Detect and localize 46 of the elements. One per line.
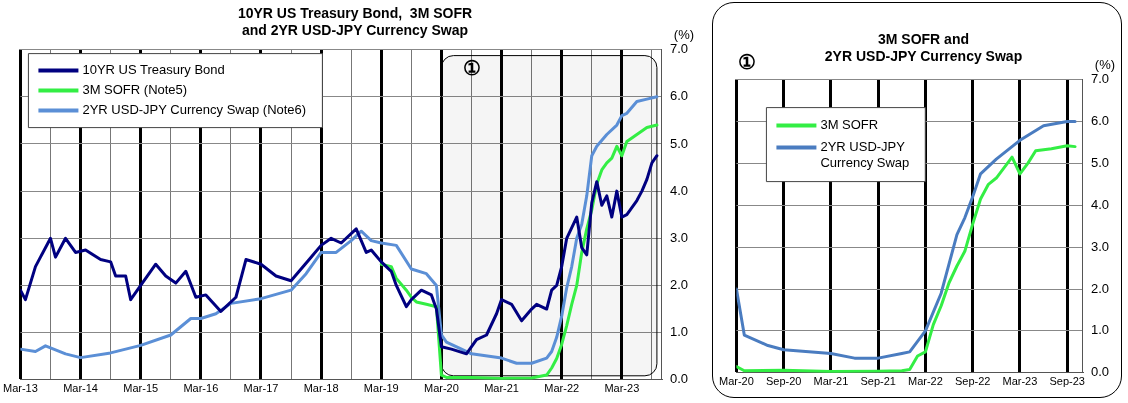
x-tick-label: Mar-20 bbox=[423, 382, 459, 395]
chart-title: 3M SOFR and 2YR USD-JPY Currency Swap bbox=[824, 31, 1023, 65]
y-tick-label: 1.0 bbox=[669, 324, 689, 340]
x-tick-label: Mar-16 bbox=[183, 382, 219, 395]
x-tick-label: Mar-14 bbox=[63, 382, 98, 395]
x-tick-label: Mar-22 bbox=[908, 375, 943, 388]
y-tick-label: 1.0 bbox=[1090, 322, 1110, 338]
x-tick-label: Mar-13 bbox=[3, 382, 38, 395]
legend-label: 2YR USD-JPY Currency Swap (Note6) bbox=[82, 102, 307, 118]
y-tick-label: 2.0 bbox=[1090, 280, 1110, 296]
y-axis-title: (%) bbox=[673, 26, 695, 42]
x-tick-label: Mar-15 bbox=[123, 382, 159, 395]
y-tick-label: 5.0 bbox=[1090, 154, 1110, 170]
x-tick-label: Mar-21 bbox=[813, 375, 849, 388]
chart-title: 10YR US Treasury Bond, 3M SOFR and 2YR USD-JPY Currency Swap bbox=[237, 5, 473, 39]
y-tick-label: 5.0 bbox=[669, 135, 689, 151]
y-tick-label: 4.0 bbox=[669, 182, 689, 198]
x-tick-label: Mar-17 bbox=[243, 382, 279, 395]
y-tick-label: 7.0 bbox=[669, 41, 689, 57]
legend-label: 2YR USD-JPY Currency Swap bbox=[820, 139, 910, 171]
x-tick-label: Sep-21 bbox=[860, 375, 896, 388]
y-tick-label: 3.0 bbox=[1090, 238, 1110, 254]
x-tick-label: Sep-20 bbox=[765, 375, 802, 388]
y-tick-label: 4.0 bbox=[1090, 196, 1110, 212]
x-tick-label: Mar-20 bbox=[719, 375, 754, 388]
y-tick-label: 7.0 bbox=[1090, 71, 1110, 87]
y-tick-label: 0.0 bbox=[1090, 364, 1110, 380]
x-tick-label: Mar-23 bbox=[1002, 375, 1038, 388]
x-tick-label: Mar-22 bbox=[544, 382, 580, 395]
y-tick-label: 0.0 bbox=[669, 371, 689, 387]
x-tick-label: Sep-23 bbox=[1049, 375, 1085, 388]
y-tick-label: 6.0 bbox=[669, 88, 689, 104]
y-axis-title: (%) bbox=[1094, 56, 1116, 72]
text: ① bbox=[738, 51, 757, 74]
legend-label: 3M SOFR (Note5) bbox=[82, 82, 188, 98]
x-tick-label: Mar-23 bbox=[604, 382, 640, 395]
legend-label: 10YR US Treasury Bond bbox=[82, 62, 225, 78]
band-label: ① bbox=[463, 57, 482, 80]
legend-label: 3M SOFR bbox=[820, 117, 879, 133]
y-tick-label: 3.0 bbox=[669, 229, 689, 245]
x-tick-label: Mar-21 bbox=[484, 382, 519, 395]
y-tick-label: 2.0 bbox=[669, 277, 689, 293]
x-tick-label: Sep-22 bbox=[954, 375, 991, 388]
x-tick-label: Mar-18 bbox=[303, 382, 339, 395]
y-tick-label: 6.0 bbox=[1090, 113, 1110, 129]
x-tick-label: Mar-19 bbox=[363, 382, 399, 395]
